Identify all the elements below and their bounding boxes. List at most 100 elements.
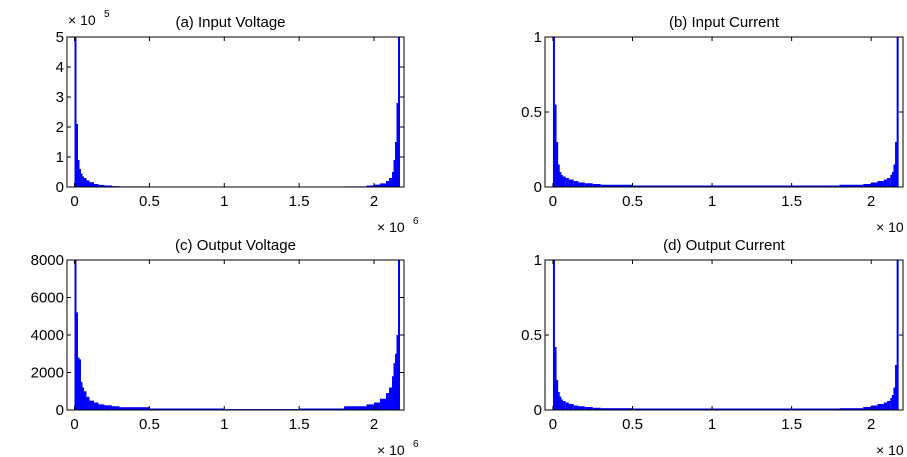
x-tick-label: 0.5 xyxy=(139,193,160,210)
histogram-bar xyxy=(86,396,90,410)
axes-frame xyxy=(544,259,904,411)
histogram-bar xyxy=(77,357,80,410)
histogram-bar xyxy=(600,408,633,410)
histogram-bar xyxy=(119,407,150,410)
histogram-bar xyxy=(74,37,77,187)
histogram-bar xyxy=(560,399,563,410)
histogram-bar xyxy=(887,178,891,187)
bars-group xyxy=(74,260,401,410)
y-tick-label: 2000 xyxy=(31,365,64,382)
histogram-bar xyxy=(104,185,112,187)
histogram-bar xyxy=(83,391,87,410)
x-tick-label: 1.5 xyxy=(289,416,310,433)
histogram-bar xyxy=(556,380,559,410)
histogram-bar xyxy=(893,387,896,410)
x-tick-label: 2 xyxy=(867,193,875,210)
histogram-bar xyxy=(374,184,381,187)
histogram-bar xyxy=(392,376,395,410)
histogram-bar xyxy=(366,185,375,187)
histogram-bar xyxy=(81,387,84,410)
histogram-bar xyxy=(877,404,884,410)
x-tick-label: 1 xyxy=(220,193,228,210)
histogram-bar xyxy=(380,183,387,187)
histogram-bar xyxy=(791,408,840,410)
x-tick-label: 0.5 xyxy=(139,416,160,433)
histogram-bar xyxy=(344,406,367,410)
subplot-title: (d) Output Current xyxy=(663,237,786,254)
histogram-bar xyxy=(562,401,566,410)
bars-group xyxy=(74,37,401,187)
subplot-2: 0 0.5 1 1.5 2 0 2000 4000 6000 8000 (c) Output Vol… xyxy=(31,237,419,457)
histogram-bar xyxy=(883,179,888,187)
x-exponent-superscript: 6 xyxy=(413,439,419,450)
histogram-bar xyxy=(890,398,893,410)
histogram-bar xyxy=(398,260,401,410)
histogram-bar xyxy=(883,402,888,410)
histogram-bar xyxy=(86,180,90,187)
histogram-bar xyxy=(592,407,601,410)
histogram-bar xyxy=(573,405,579,410)
histogram-bar xyxy=(578,406,585,410)
y-exponent-label: × 10 xyxy=(68,12,96,28)
histogram-bar xyxy=(80,173,83,187)
histogram-bar xyxy=(559,172,562,187)
y-tick-label: 0 xyxy=(534,179,542,196)
histogram-bar xyxy=(78,359,81,410)
histogram-bar xyxy=(600,184,633,187)
histogram-bar xyxy=(863,184,872,187)
histogram-bar xyxy=(389,387,393,410)
histogram-bar xyxy=(83,178,87,187)
x-tick-label: 0 xyxy=(549,193,557,210)
histogram-bar xyxy=(559,396,562,410)
subplot-title: (b) Input Current xyxy=(669,14,780,31)
x-tick-label: 0 xyxy=(549,416,557,433)
histogram-bar xyxy=(104,405,112,410)
y-tick-label: 5 xyxy=(56,29,64,46)
histogram-bar xyxy=(562,176,566,187)
histogram-bar xyxy=(560,175,563,187)
histogram-bar xyxy=(395,353,398,410)
subplot-title: (a) Input Voltage xyxy=(175,14,285,31)
histogram-bar xyxy=(632,408,713,410)
histogram-bar xyxy=(392,172,395,187)
histogram-bar xyxy=(896,260,899,410)
histogram-bar xyxy=(552,260,555,410)
histogram-bar xyxy=(893,164,896,187)
histogram-bar xyxy=(592,184,601,187)
x-tick-label: 0.5 xyxy=(622,193,643,210)
histogram-bar xyxy=(395,142,398,187)
y-tick-label: 4000 xyxy=(31,327,64,344)
y-tick-label: 3 xyxy=(56,89,64,106)
bars-group xyxy=(552,260,899,410)
histogram-bar xyxy=(891,172,894,187)
y-tick-label: 6000 xyxy=(31,290,64,307)
histogram-bar xyxy=(565,402,569,410)
histogram-bar xyxy=(386,393,390,410)
histogram-bar xyxy=(75,124,78,187)
histogram-bar xyxy=(584,407,593,410)
histogram-bar xyxy=(75,312,78,410)
histogram-bar xyxy=(89,182,94,187)
histogram-bar xyxy=(791,185,840,187)
histogram-bar xyxy=(712,185,792,187)
histogram-bar xyxy=(80,381,83,410)
x-tick-label: 1.5 xyxy=(289,193,310,210)
bars-group xyxy=(552,37,899,187)
y-tick-label: 0.5 xyxy=(521,104,542,121)
x-tick-label: 0 xyxy=(70,193,78,210)
axes-frame xyxy=(66,36,405,188)
histogram-bar xyxy=(556,142,559,187)
subplot-0: 0 0.5 1 1.5 2 0 1 2 3 4 5 (a) Input Voltage × 10 6 × 1… xyxy=(56,9,419,235)
y-tick-label: 1 xyxy=(534,252,542,269)
histogram-bar xyxy=(98,404,105,410)
histogram-bar xyxy=(839,184,864,187)
histogram-bar xyxy=(584,183,593,187)
x-tick-label: 2 xyxy=(867,416,875,433)
y-tick-label: 0 xyxy=(534,402,542,419)
x-exponent-label: × 10 xyxy=(876,442,904,457)
histogram-bar xyxy=(552,37,555,187)
x-tick-label: 0 xyxy=(70,416,78,433)
histogram-bar xyxy=(398,37,401,187)
histogram-bar xyxy=(396,103,399,187)
